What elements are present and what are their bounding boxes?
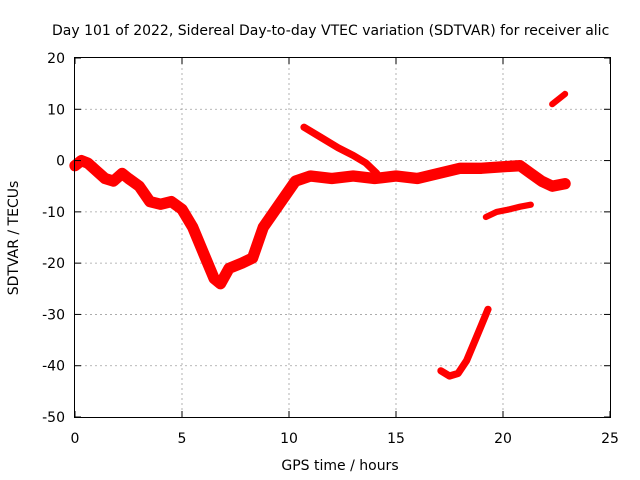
x-tick-label: 0 [71,431,80,447]
y-axis-label: SDTVAR / TECUs [6,181,22,296]
series-arc-4 [482,201,534,221]
y-tick-label: 20 [47,51,65,67]
plot-frame [74,57,611,418]
x-axis-label: GPS time / hours [281,458,398,474]
ticks [74,57,611,418]
series-arc-5 [549,90,569,108]
x-tick-label: 5 [178,431,187,447]
y-tick-label: -40 [42,359,65,375]
chart-title: Day 101 of 2022, Sidereal Day-to-day VTE… [52,23,609,39]
x-tick-label: 10 [280,431,298,447]
series-arc-2 [300,123,381,177]
y-tick-label: 10 [47,102,65,118]
x-tick-labels: 0 5 10 15 20 25 [71,431,619,447]
x-tick-label: 25 [601,431,619,447]
series-group [69,90,571,380]
series-arc-1 [69,154,571,290]
y-tick-label: -30 [42,307,65,323]
series-arc-3 [437,305,492,380]
y-tick-labels: -50 -40 -30 -20 -10 0 10 20 [42,51,65,426]
grid [75,58,610,417]
y-tick-label: -20 [42,256,65,272]
y-tick-label: 0 [56,154,65,170]
y-tick-label: -50 [42,410,65,426]
x-tick-label: 20 [494,431,512,447]
x-tick-label: 15 [387,431,405,447]
y-tick-label: -10 [42,205,65,221]
